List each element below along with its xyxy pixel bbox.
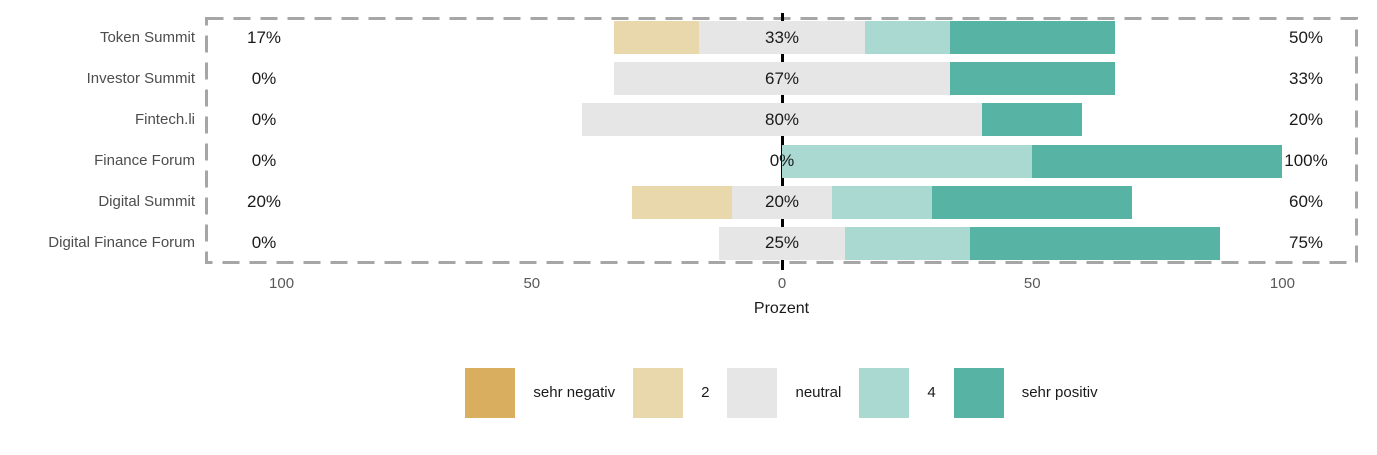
row-right-percent-label: 100% — [1284, 151, 1328, 171]
category-label: Digital Summit — [98, 193, 195, 211]
row-left-percent-label: 0% — [251, 109, 277, 129]
legend-key-swatch — [465, 368, 516, 418]
row-left-percent-label: 0% — [251, 68, 277, 88]
category-label: Investor Summit — [86, 69, 195, 87]
x-axis-title: Prozent — [753, 300, 810, 317]
bar-segment-2 — [631, 185, 732, 219]
bar-segment-sehr-positiv — [932, 185, 1133, 219]
bar-segment-4 — [832, 185, 933, 219]
row-left-percent-label: 17% — [246, 27, 282, 47]
row-right-percent-label: 75% — [1288, 233, 1324, 253]
legend-key-swatch — [859, 368, 910, 418]
legend-key-swatch — [633, 368, 684, 418]
legend-label: 2 — [701, 384, 710, 401]
row-left-percent-label: 0% — [251, 151, 277, 171]
bar-segment-4 — [782, 144, 1033, 178]
x-axis-tick-label: 50 — [523, 275, 541, 292]
legend-key-swatch — [727, 368, 778, 418]
legend-key-swatch — [953, 368, 1004, 418]
category-label: Fintech.li — [134, 110, 195, 128]
row-center-percent-label: 80% — [764, 109, 800, 129]
row-center-percent-label: 20% — [764, 192, 800, 212]
bar-segment-sehr-positiv — [949, 21, 1115, 55]
legend-label: 4 — [927, 384, 936, 401]
x-axis-tick-label: 100 — [269, 275, 295, 292]
bar-segment-2 — [614, 21, 700, 55]
row-left-percent-label: 20% — [246, 192, 282, 212]
row-right-percent-label: 60% — [1288, 192, 1324, 212]
legend-label: neutral — [795, 384, 842, 401]
bar-segment-sehr-positiv — [1032, 144, 1283, 178]
category-label: Finance Forum — [94, 152, 195, 170]
chart-legend: sehr negativ 2 neutral 4 sehr positiv — [205, 368, 1358, 418]
category-label: Digital Finance Forum — [48, 234, 195, 252]
x-axis-tick-label: 50 — [1023, 275, 1041, 292]
row-center-percent-label: 33% — [764, 27, 800, 47]
row-left-percent-label: 0% — [251, 233, 277, 253]
row-center-percent-label: 0% — [769, 151, 795, 171]
x-axis-tick-label: 100 — [1269, 275, 1295, 292]
row-right-percent-label: 20% — [1288, 109, 1324, 129]
legend-label: sehr negativ — [533, 384, 616, 401]
bar-segment-sehr-positiv — [969, 226, 1220, 260]
bar-segment-4 — [864, 21, 950, 55]
category-label: Token Summit — [99, 28, 195, 46]
row-right-percent-label: 50% — [1288, 27, 1324, 47]
row-center-percent-label: 67% — [764, 68, 800, 88]
row-right-percent-label: 33% — [1288, 68, 1324, 88]
x-axis-tick-label: 0 — [777, 275, 787, 292]
row-center-percent-label: 25% — [764, 233, 800, 253]
bar-segment-sehr-positiv — [982, 103, 1083, 137]
bar-segment-sehr-positiv — [949, 62, 1115, 96]
bar-segment-4 — [844, 226, 970, 260]
legend-label: sehr positiv — [1021, 384, 1098, 401]
